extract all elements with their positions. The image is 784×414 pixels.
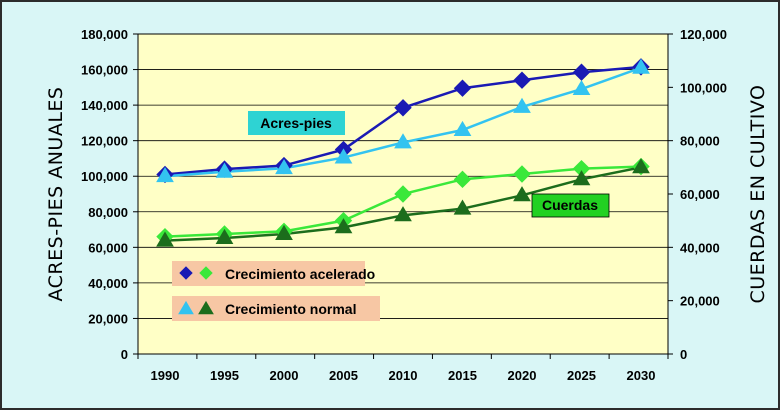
point-left-normal: [632, 58, 650, 74]
callout-cuerdas: Cuerdas: [531, 193, 610, 218]
x-tick-label: 2030: [627, 368, 656, 383]
point-right-normal: [334, 218, 353, 234]
legend-marker-accelerated-cuerdas: [199, 266, 213, 280]
point-left-accelerated: [513, 71, 531, 89]
x-tick-label: 2020: [508, 368, 537, 383]
series-group: [156, 58, 650, 247]
point-left-normal: [334, 148, 353, 164]
point-right-normal: [394, 206, 412, 222]
callout-acres-pies: Acres-pies: [248, 111, 345, 135]
legend-marker-normal-cuerdas: [198, 300, 214, 315]
point-left-normal: [453, 120, 472, 136]
y-left-tick-label: 20,000: [88, 311, 128, 326]
point-right-normal: [513, 186, 531, 202]
y-left-tick-label: 140,000: [81, 98, 128, 113]
point-right-accelerated: [453, 170, 472, 189]
x-tick-label: 1990: [151, 368, 180, 383]
y-right-tick-label: 40,000: [680, 240, 720, 255]
point-right-normal: [453, 199, 472, 215]
y-left-tick-label: 80,000: [88, 205, 128, 220]
y-right-tick-label: 120,000: [680, 27, 727, 42]
point-right-normal: [215, 228, 234, 244]
point-right-normal: [156, 231, 174, 247]
axes: 0 20,000 40,000 60,000 80,000 100,000 120,000 1…: [81, 27, 727, 383]
y-right-tick-label: 80,000: [680, 134, 720, 149]
legend: Crecimiento acelerado Crecimiento normal: [172, 261, 380, 321]
point-left-normal: [513, 97, 531, 113]
x-tick-label: 1995: [210, 368, 239, 383]
point-right-accelerated: [394, 185, 412, 203]
point-left-normal: [215, 162, 234, 178]
y-left-tick-label: 40,000: [88, 276, 128, 291]
point-right-normal: [632, 158, 650, 174]
x-tick-label: 2025: [567, 368, 596, 383]
y-left-tick-label: 180,000: [81, 27, 128, 42]
point-left-normal: [572, 79, 591, 96]
x-tick-label: 2005: [329, 368, 358, 383]
legend-label-normal: Crecimiento normal: [225, 301, 356, 317]
y-axis-right-title: CUERDAS EN CULTIVO: [747, 84, 769, 303]
x-tick-label: 2010: [389, 368, 418, 383]
legend-marker-normal-acres: [178, 300, 194, 315]
legend-marker-accelerated-acres: [179, 266, 193, 280]
point-right-normal: [275, 224, 293, 240]
y-left-tick-label: 120,000: [81, 134, 128, 149]
point-left-accelerated: [394, 99, 412, 117]
x-tick-label: 2015: [448, 368, 477, 383]
callout-acres-pies-label: Acres-pies: [260, 115, 332, 131]
x-tick-label: 2000: [270, 368, 299, 383]
point-left-normal: [275, 159, 293, 175]
point-left-accelerated: [453, 79, 472, 97]
point-left-normal: [394, 133, 412, 149]
callout-cuerdas-label: Cuerdas: [542, 197, 598, 213]
legend-markers: [178, 266, 214, 315]
y-right-tick-label: 20,000: [680, 294, 720, 309]
y-right-tick-label: 100,000: [680, 80, 727, 95]
y-left-tick-label: 60,000: [88, 240, 128, 255]
y-left-tick-label: 0: [121, 347, 128, 362]
y-left-tick-label: 100,000: [81, 169, 128, 184]
point-left-normal: [156, 167, 174, 183]
y-right-tick-label: 0: [680, 347, 687, 362]
y-left-tick-label: 160,000: [81, 63, 128, 78]
point-right-accelerated: [513, 165, 531, 183]
point-right-normal: [572, 170, 591, 186]
y-right-tick-label: 60,000: [680, 187, 720, 202]
legend-label-accelerated: Crecimiento acelerado: [225, 266, 375, 282]
y-axis-left-title: ACRES-PIES ANUALES: [45, 87, 67, 302]
